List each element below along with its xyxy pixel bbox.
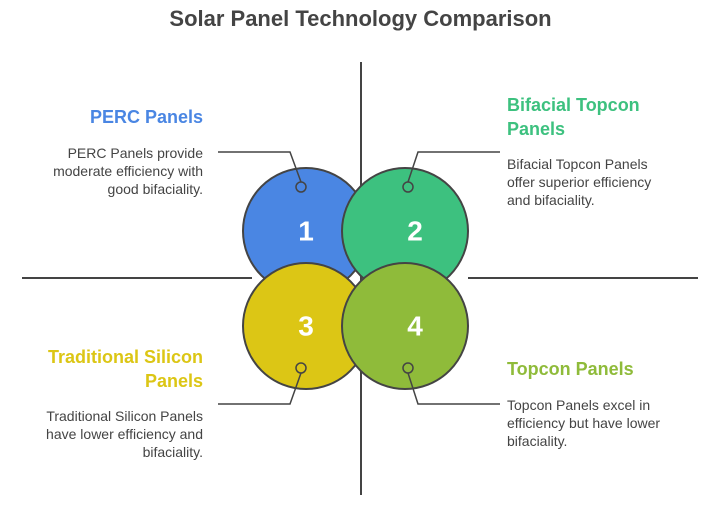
quadrant-description: Bifacial Topcon Panels offer superior ef… [507, 156, 652, 208]
title: Solar Panel Technology Comparison [169, 6, 552, 31]
quadrant-description: Topcon Panels excel in efficiency but ha… [507, 397, 661, 449]
pin [295, 362, 307, 374]
circle-number: 3 [298, 311, 314, 342]
quadrant-description: PERC Panels provide moderate efficiency … [53, 145, 203, 197]
quadrant-title: PERC Panels [89, 107, 203, 127]
pin [295, 181, 307, 193]
pin [402, 362, 414, 374]
circle-number: 1 [298, 216, 314, 247]
connector [218, 151, 302, 183]
quadrant-title: Topcon Panels [507, 359, 634, 379]
connector [407, 151, 500, 183]
quadrant-title: Traditional Silicon Panels [47, 347, 203, 391]
connector [407, 372, 500, 405]
connector [218, 372, 302, 405]
quadrant-description: Traditional Silicon Panels have lower ef… [46, 408, 203, 460]
circle-number: 4 [407, 311, 423, 342]
circle [341, 262, 469, 390]
circle-number: 2 [407, 216, 423, 247]
quadrant-title: Bifacial Topcon Panels [507, 95, 640, 139]
pin [402, 181, 414, 193]
